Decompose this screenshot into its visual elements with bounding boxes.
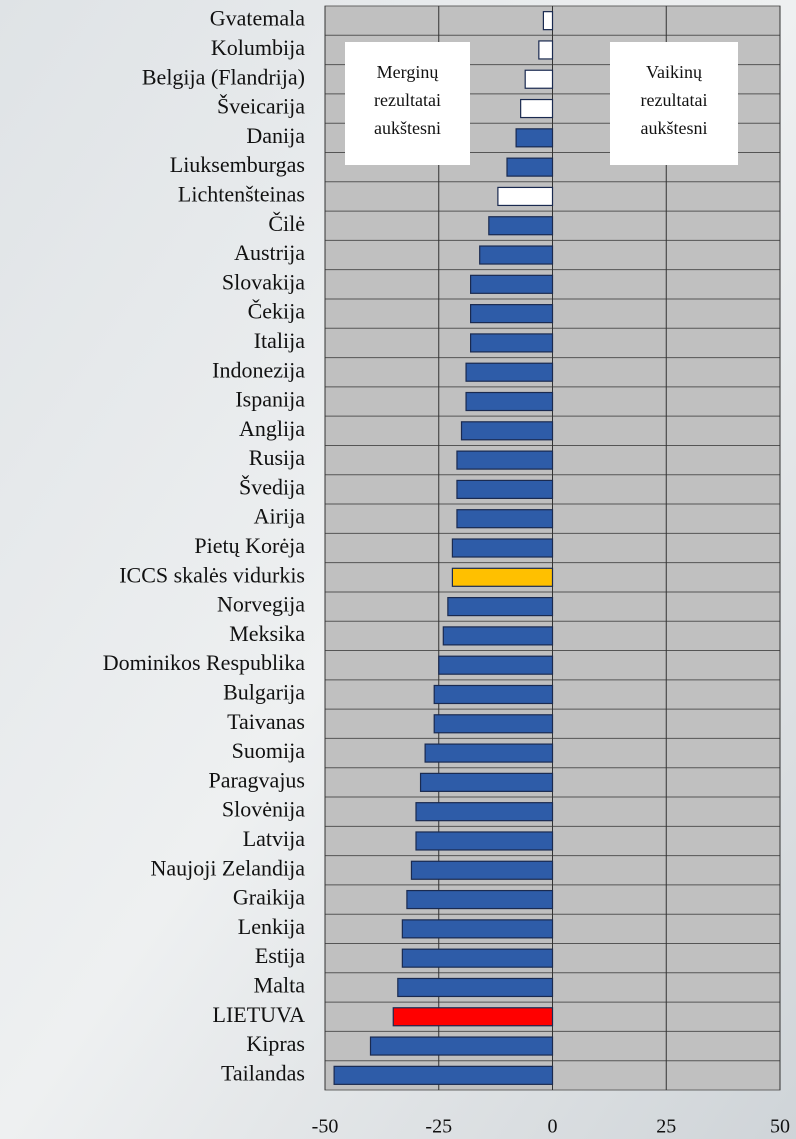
y-tick-label: Čekija bbox=[248, 299, 306, 324]
bar bbox=[415, 831, 554, 851]
y-tick-label: Gvatemala bbox=[210, 6, 306, 31]
y-tick-label: Airija bbox=[254, 504, 306, 529]
bar bbox=[506, 157, 554, 177]
bar bbox=[520, 98, 554, 119]
y-tick-label: Kolumbija bbox=[211, 35, 305, 60]
bar bbox=[442, 626, 554, 646]
annotation-text: Vaikinų bbox=[646, 62, 703, 82]
y-tick-label: Naujoji Zelandija bbox=[150, 855, 305, 880]
bar bbox=[524, 69, 554, 89]
x-tick-label: 0 bbox=[548, 1116, 558, 1138]
y-tick-label: Pietų Korėja bbox=[194, 533, 305, 558]
y-tick-label: Danija bbox=[246, 123, 305, 148]
bar bbox=[333, 1065, 554, 1085]
annotation-text: rezultatai bbox=[641, 90, 708, 110]
bar bbox=[438, 655, 554, 675]
bar bbox=[470, 304, 554, 324]
bar bbox=[465, 391, 554, 412]
y-tick-label: Anglija bbox=[239, 416, 305, 441]
y-tick-label: Ispanija bbox=[235, 387, 305, 412]
y-tick-label: Indonezija bbox=[212, 357, 305, 382]
y-tick-label: Lichtenšteinas bbox=[178, 181, 305, 206]
y-tick-label: Bulgarija bbox=[223, 680, 305, 705]
y-tick-label: Slovėnija bbox=[222, 797, 305, 822]
bar bbox=[447, 596, 554, 617]
bar bbox=[542, 11, 554, 31]
annotation-text: rezultatai bbox=[374, 90, 441, 110]
y-tick-label: Švedija bbox=[239, 474, 305, 499]
bar bbox=[406, 889, 554, 910]
bar bbox=[456, 450, 554, 470]
annotation-text: aukštesni bbox=[374, 118, 441, 138]
y-tick-label: Rusija bbox=[249, 445, 305, 470]
bar bbox=[538, 40, 554, 60]
annotation-box bbox=[610, 42, 738, 165]
bar bbox=[433, 714, 554, 734]
y-tick-label: Slovakija bbox=[222, 269, 305, 294]
y-tick-label: Šveicarija bbox=[217, 94, 305, 119]
annotation-text: aukštesni bbox=[641, 118, 708, 138]
y-tick-label: Malta bbox=[254, 973, 306, 998]
bar bbox=[451, 567, 554, 587]
bar bbox=[488, 216, 554, 236]
y-tick-label: LIETUVA bbox=[213, 1002, 306, 1027]
y-tick-label: Italija bbox=[254, 328, 306, 353]
bar bbox=[456, 509, 554, 529]
x-tick-label: -50 bbox=[312, 1116, 339, 1138]
y-tick-label: Paragvajus bbox=[208, 767, 305, 792]
bar bbox=[456, 479, 554, 500]
y-tick-label: ICCS skalės vidurkis bbox=[119, 562, 305, 587]
bar bbox=[415, 802, 554, 822]
bar bbox=[470, 274, 554, 294]
annotation-box bbox=[345, 42, 470, 165]
y-tick-label: Norvegija bbox=[217, 592, 305, 617]
y-tick-label: Liuksemburgas bbox=[170, 152, 305, 177]
bar bbox=[479, 245, 554, 265]
y-tick-label: Latvija bbox=[243, 826, 306, 851]
bar bbox=[369, 1036, 554, 1056]
y-tick-label: Lenkija bbox=[238, 914, 305, 939]
y-tick-label: Dominikos Respublika bbox=[103, 650, 306, 675]
bar bbox=[419, 772, 554, 792]
x-tick-label: 25 bbox=[656, 1116, 676, 1138]
bar bbox=[470, 333, 554, 353]
bar bbox=[497, 186, 554, 207]
y-tick-label: Kipras bbox=[246, 1031, 305, 1056]
bar bbox=[433, 684, 554, 705]
annotation-text: Merginų bbox=[377, 62, 440, 82]
bar bbox=[465, 362, 554, 382]
y-tick-label: Tailandas bbox=[221, 1060, 305, 1085]
bar bbox=[401, 948, 554, 968]
bar bbox=[392, 1007, 554, 1027]
y-tick-label: Čilė bbox=[268, 211, 305, 236]
x-tick-label: 50 bbox=[770, 1116, 790, 1138]
bar bbox=[410, 860, 554, 880]
y-tick-label: Estija bbox=[255, 943, 305, 968]
y-tick-label: Belgija (Flandrija) bbox=[142, 64, 305, 89]
bar bbox=[515, 128, 554, 148]
bar bbox=[397, 977, 554, 998]
y-tick-label: Meksika bbox=[229, 621, 305, 646]
y-tick-label: Austrija bbox=[234, 240, 305, 265]
bar bbox=[424, 743, 554, 763]
y-tick-label: Taivanas bbox=[227, 709, 305, 734]
y-tick-label: Graikija bbox=[233, 885, 305, 910]
y-tick-label: Suomija bbox=[232, 738, 306, 763]
bar bbox=[451, 538, 554, 558]
bar bbox=[460, 421, 554, 441]
bar bbox=[401, 919, 554, 939]
x-tick-label: -25 bbox=[425, 1116, 452, 1138]
